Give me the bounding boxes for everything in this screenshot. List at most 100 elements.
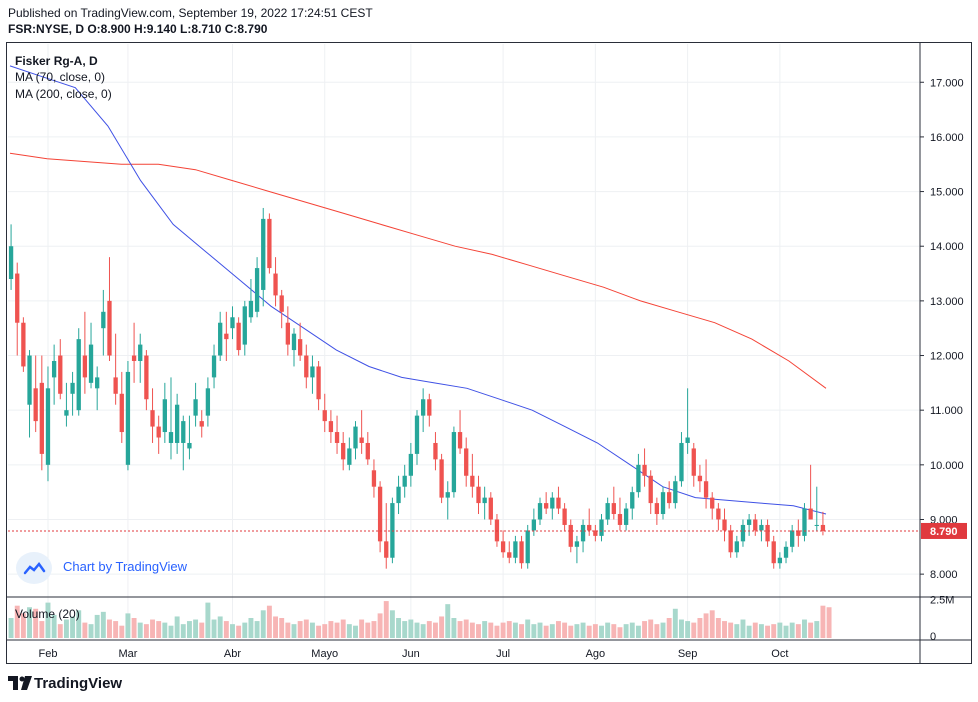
candle-body <box>144 355 149 400</box>
volume-bar <box>562 622 568 638</box>
candle-body <box>439 459 444 498</box>
candle-body <box>39 382 44 454</box>
y-tick-label: 17.000 <box>930 77 964 89</box>
volume-bar <box>439 616 445 638</box>
volume-bar <box>340 619 346 638</box>
candles-layer <box>8 207 826 569</box>
volume-bar <box>8 618 14 638</box>
volume-bar <box>482 621 488 638</box>
volume-bar <box>605 622 611 638</box>
volume-bar <box>94 614 100 638</box>
y-tick-label: 14.000 <box>930 241 964 253</box>
candle-body <box>433 442 438 460</box>
candle-body <box>519 541 524 564</box>
candle-body <box>796 530 801 536</box>
y-tick-label: 16.000 <box>930 132 964 144</box>
candle-body <box>341 442 346 460</box>
candle-body <box>45 388 51 465</box>
volume-bar <box>131 618 137 638</box>
volume-bar <box>107 619 112 638</box>
volume-bar <box>629 622 635 638</box>
volume-bar <box>266 605 272 638</box>
volume-bar <box>666 618 672 638</box>
candle-body <box>377 486 383 542</box>
candle-body <box>64 410 69 416</box>
candle-body <box>667 492 672 504</box>
candle-body <box>482 497 487 504</box>
volume-bar <box>715 618 721 638</box>
volume-bar <box>568 625 574 638</box>
candle-body <box>310 366 315 378</box>
ma200-line <box>9 152 827 389</box>
candle-body <box>218 322 223 356</box>
volume-bar <box>371 621 377 638</box>
volume-bar <box>205 602 211 638</box>
volume-bar <box>672 608 678 638</box>
candle-body <box>593 530 598 536</box>
volume-bar <box>162 622 168 638</box>
volume-bar <box>765 625 771 638</box>
ma70-layer <box>9 65 827 515</box>
candle-body <box>21 322 26 367</box>
volume-bar <box>506 621 512 638</box>
x-tick-label: Feb <box>38 648 57 660</box>
volume-bar <box>408 619 414 638</box>
volume-bar <box>113 621 119 638</box>
x-tick-label: Sep <box>678 648 698 660</box>
candle-body <box>408 453 414 476</box>
volume-bar <box>211 619 217 638</box>
volume-bar <box>654 624 660 638</box>
volume-bar <box>808 622 814 638</box>
axes-layer: 8.0009.00010.00011.00012.00013.00014.000… <box>7 43 971 663</box>
candle-body <box>771 541 776 564</box>
volume-bar <box>353 625 358 638</box>
candle-body <box>273 273 278 296</box>
volume-bar <box>703 613 709 638</box>
candle-body <box>174 404 180 443</box>
volume-bar <box>457 621 463 638</box>
y-tick-label: 11.000 <box>930 405 963 417</box>
footer-logo[interactable]: TradingView <box>8 675 122 692</box>
volume-bar <box>125 613 131 638</box>
chart-by-tradingview-link[interactable]: Chart by TradingView <box>63 559 188 574</box>
candle-body <box>808 508 813 520</box>
volume-bar <box>285 622 291 638</box>
candle-body <box>722 519 727 531</box>
volume-bar <box>119 625 125 638</box>
volume-bar <box>291 624 297 638</box>
candle-body <box>642 464 647 476</box>
volume-bar <box>137 622 143 638</box>
candle-body <box>199 421 204 427</box>
volume-bar <box>27 607 32 638</box>
candle-body <box>513 541 518 558</box>
volume-bar <box>309 622 315 638</box>
volume-bar <box>531 624 537 638</box>
candle-body <box>728 530 733 553</box>
candle-body <box>58 355 63 394</box>
candle-body <box>113 377 118 394</box>
volume-bar <box>525 619 531 638</box>
candle-body <box>156 426 161 438</box>
volume-bar <box>316 625 322 638</box>
candle-body <box>617 514 623 525</box>
volume-bar <box>679 619 684 638</box>
volume-bar <box>740 619 746 638</box>
volume-bar <box>488 622 494 638</box>
volume-bar <box>260 610 266 638</box>
volume-bar <box>168 625 174 638</box>
volume-bar <box>199 622 205 638</box>
candle-body <box>734 541 739 553</box>
candle-body <box>224 333 229 340</box>
volume-bar <box>377 613 383 638</box>
x-tick-label: Mayo <box>311 648 338 660</box>
volume-bar <box>156 621 162 638</box>
volume-bar <box>469 622 475 638</box>
volume-bar <box>346 624 352 638</box>
tradingview-cloud-icon[interactable] <box>16 552 52 584</box>
candle-body <box>168 432 174 443</box>
volume-bar <box>236 625 242 638</box>
candle-body <box>347 448 352 465</box>
candle-body <box>599 519 604 536</box>
candle-body <box>605 503 610 520</box>
